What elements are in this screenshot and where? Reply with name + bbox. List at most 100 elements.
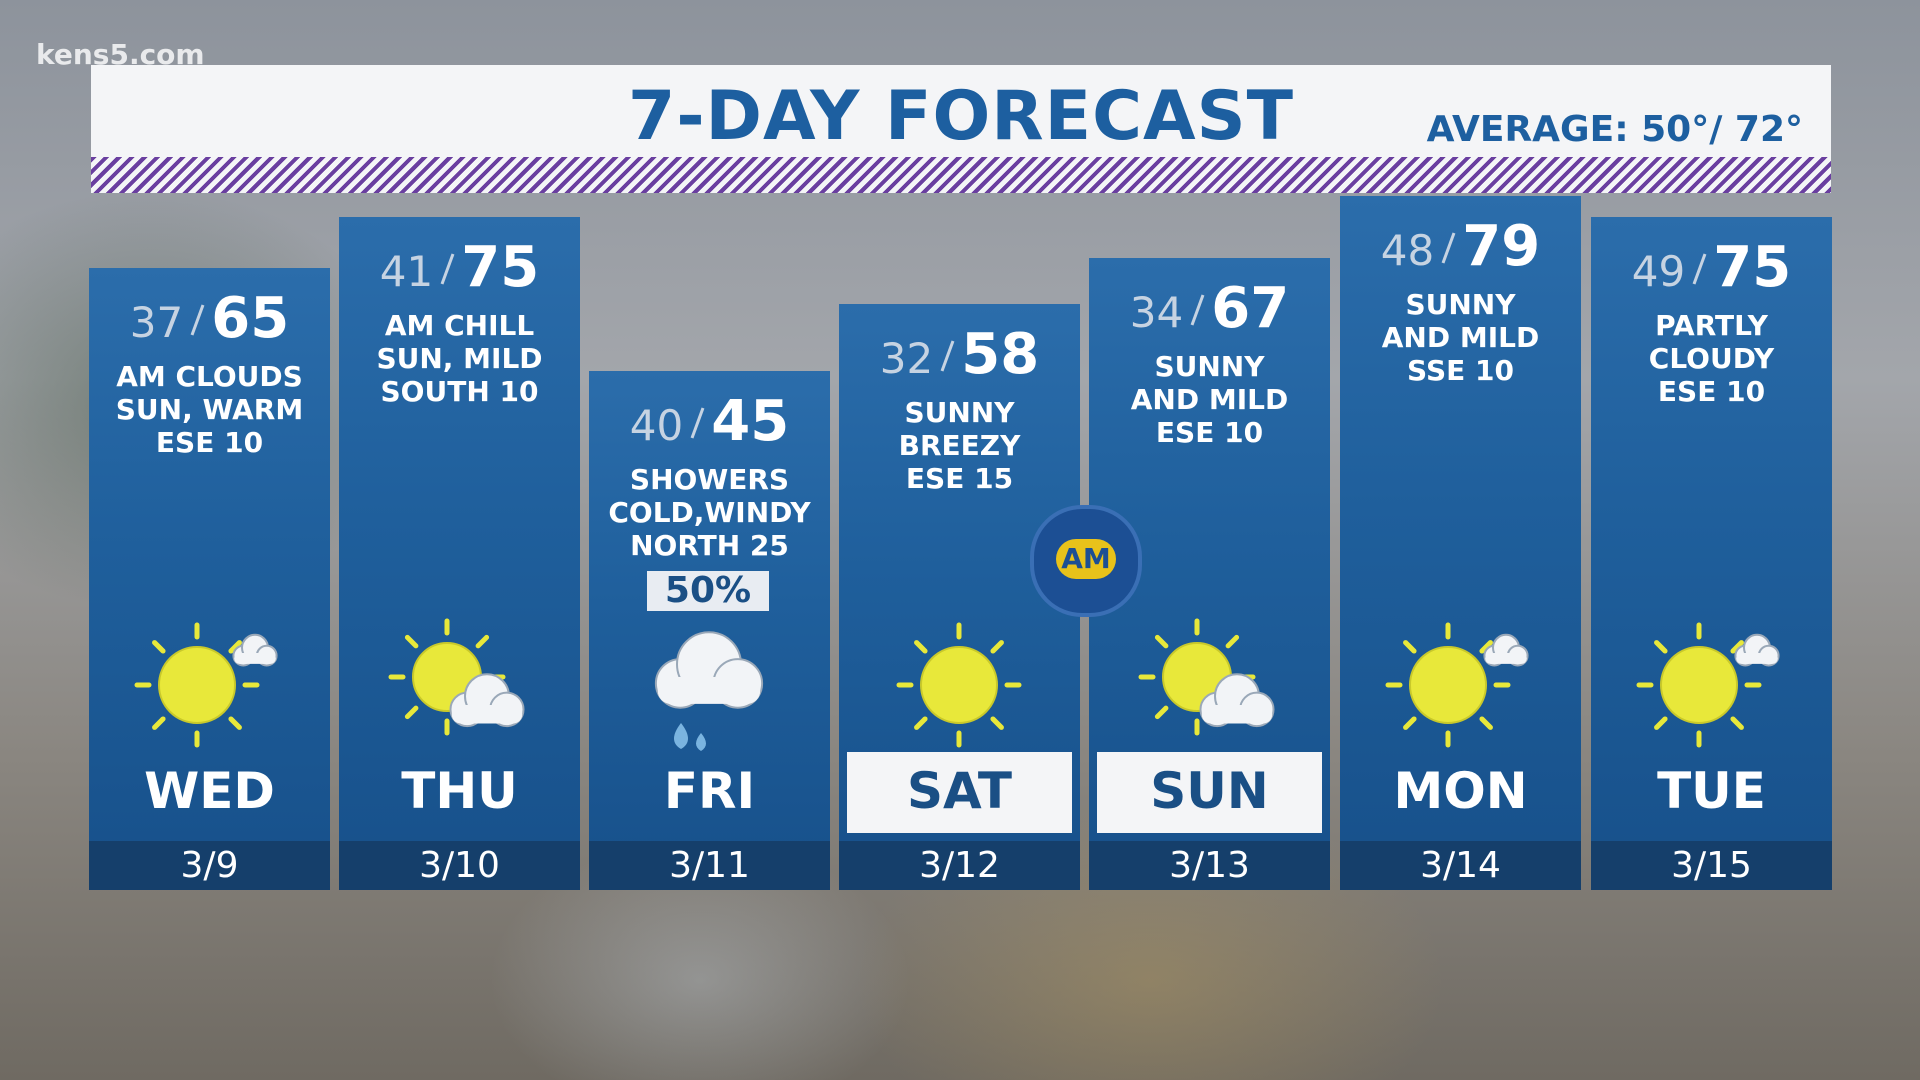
slash-line — [190, 304, 205, 336]
cloud-base — [234, 652, 276, 664]
date: 3/14 — [1340, 840, 1581, 890]
day-column: 32 58 SUNNY BREEZY ESE 15 SAT 3/12 — [839, 304, 1080, 890]
day-highlight — [847, 751, 1072, 833]
sun-ray — [1154, 634, 1169, 649]
day-label: THU — [401, 762, 518, 820]
date: 3/10 — [339, 841, 580, 890]
high-temp: 65 — [211, 286, 290, 352]
day-label: SUN — [1150, 761, 1269, 820]
condition: SUN, MILD — [376, 342, 543, 375]
sun-ray — [914, 640, 928, 654]
sun-ray — [1479, 640, 1493, 654]
cloud-base — [451, 705, 523, 724]
temps: 32 58 — [839, 322, 1080, 387]
condition: ESE 10 — [155, 426, 264, 460]
average: AVERAGE: 50°/ 72° — [1426, 109, 1803, 150]
condition: NORTH 25 — [630, 529, 789, 563]
sun-ray — [152, 716, 166, 730]
sun-ray — [1403, 716, 1417, 730]
slash-line — [1692, 253, 1707, 285]
slash — [1692, 253, 1707, 285]
slash-line — [1441, 232, 1456, 264]
low-temp: 40 — [629, 401, 684, 451]
date: 3/9 — [89, 840, 330, 890]
high-temp: 58 — [961, 322, 1040, 388]
cloud-base — [657, 676, 761, 704]
sun — [920, 645, 998, 724]
slash-line — [1190, 294, 1205, 326]
precip: 50% — [647, 570, 769, 611]
sun-ray — [228, 640, 242, 654]
condition: ESE 10 — [1657, 375, 1766, 408]
sun-ray — [1154, 705, 1169, 720]
temps: 49 75 — [1591, 235, 1832, 300]
condition: ESE 15 — [905, 462, 1014, 496]
weather-icon — [1636, 622, 1780, 748]
date: 3/13 — [1089, 840, 1330, 890]
sun-ray — [990, 640, 1004, 654]
low-temp: 32 — [879, 334, 934, 384]
hatch-band — [91, 157, 1831, 193]
condition: BREEZY — [898, 429, 1021, 463]
low-temp: 41 — [379, 247, 434, 296]
date: 3/15 — [1591, 841, 1832, 890]
condition: SHOWERS — [629, 463, 790, 497]
condition: SUNNY — [1405, 288, 1516, 322]
sun — [1409, 645, 1487, 724]
day-column: 48 79 SUNNY AND MILD SSE 10 MON 3/14 — [1340, 196, 1581, 890]
weather-icon — [1138, 618, 1275, 736]
day-column: 37 65 AM CLOUDS SUN, WARM ESE 10 WED 3/9 — [89, 268, 330, 890]
slash-line — [940, 340, 955, 372]
condition: AND MILD — [1130, 383, 1289, 417]
temps: 41 75 — [339, 235, 580, 300]
slash-line — [440, 253, 455, 285]
condition: AM CHILL — [384, 309, 535, 342]
sun-ray — [152, 640, 166, 654]
slash — [1441, 232, 1456, 264]
sun-ray — [1225, 634, 1240, 649]
weather-icon — [654, 631, 764, 751]
slash — [690, 407, 705, 439]
day-highlight — [1097, 751, 1322, 833]
day-label: FRI — [663, 761, 756, 820]
high-temp: 75 — [1713, 235, 1792, 300]
date: 3/12 — [839, 840, 1080, 890]
sun-ray — [475, 634, 490, 649]
date: 3/11 — [589, 840, 830, 890]
sun — [158, 645, 236, 724]
sun-ray — [1654, 640, 1668, 654]
high-temp: 75 — [461, 235, 540, 300]
high-temp: 79 — [1462, 214, 1541, 280]
sun-ray — [404, 705, 419, 720]
header: 7-DAY FORECAST AVERAGE: 50°/ 72° — [91, 65, 1831, 157]
sun-ray — [228, 716, 242, 730]
sun-ray — [1730, 640, 1744, 654]
condition: AM CLOUDS — [116, 360, 303, 394]
weather-icon — [1385, 622, 1529, 748]
day-column: 41 75 AM CHILL SUN, MILD SOUTH 10 THU 3/10 — [339, 217, 580, 890]
day-label: WED — [144, 761, 275, 820]
temps: 48 79 — [1340, 214, 1581, 279]
slash — [190, 304, 205, 336]
low-temp: 34 — [1129, 288, 1184, 338]
am-bug-text: AM — [1056, 539, 1116, 579]
day-column: 49 75 PARTLY CLOUDY ESE 10 TUE 3/15 — [1591, 217, 1832, 890]
day-label: MON — [1393, 761, 1528, 820]
temps: 34 67 — [1089, 276, 1330, 341]
rain-drop — [696, 732, 706, 751]
sun-ray — [404, 634, 419, 649]
sun-ray — [1654, 716, 1668, 730]
low-temp: 49 — [1631, 247, 1686, 296]
condition: SUN, WARM — [115, 393, 304, 427]
slash — [1190, 294, 1205, 326]
weather-icon — [388, 618, 525, 736]
cloud-base — [1736, 653, 1778, 664]
slash-line — [690, 407, 705, 439]
condition: CLOUDY — [1648, 342, 1775, 375]
condition: SSE 10 — [1407, 354, 1514, 388]
sun-ray — [1730, 716, 1744, 730]
condition: SOUTH 10 — [380, 375, 539, 408]
low-temp: 37 — [129, 298, 184, 348]
condition: ESE 10 — [1155, 416, 1264, 450]
